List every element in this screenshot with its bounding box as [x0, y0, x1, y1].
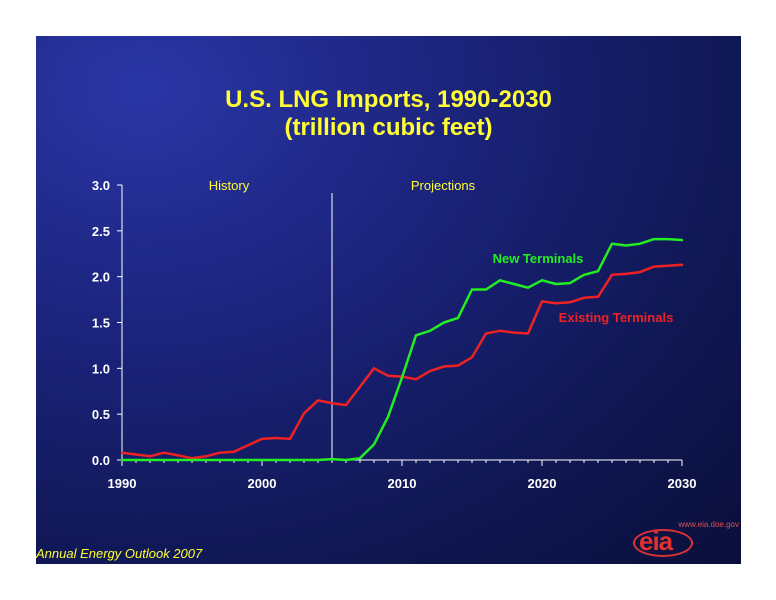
logo-text: eia: [639, 526, 673, 556]
eia-logo[interactable]: www.eia.doe.gov eia: [633, 520, 739, 558]
chart-title: U.S. LNG Imports, 1990-2030: [225, 86, 552, 113]
line-chart: 0.0 0.5 1.0 1.5 2.0 2.5 3.0 1990 2000 2010 2020 203…: [92, 178, 697, 491]
logo-oval-icon: [633, 529, 693, 557]
series-label-new-terminals: New Terminals: [493, 251, 584, 266]
logo-url[interactable]: www.eia.doe.gov: [678, 520, 739, 529]
x-tick-label: 2020: [528, 476, 557, 491]
y-tick-label: 1.0: [92, 361, 110, 376]
axes: [117, 184, 683, 466]
series-lines: [120, 237, 684, 462]
series-line-new-terminals: [120, 237, 684, 462]
x-tick-label: 2030: [668, 476, 697, 491]
y-tick-label: 0.0: [92, 453, 110, 468]
series-line-existing-terminals: [120, 263, 684, 460]
y-tick-label: 0.5: [92, 407, 110, 422]
y-tick-label: 2.0: [92, 270, 110, 285]
x-tick-label: 2000: [248, 476, 277, 491]
history-label: History: [209, 178, 250, 193]
footer-source: Annual Energy Outlook 2007: [36, 546, 203, 561]
slide: U.S. LNG Imports, 1990-2030 (trillion cu…: [36, 36, 741, 564]
x-tick-label: 1990: [108, 476, 137, 491]
y-tick-label: 3.0: [92, 178, 110, 193]
y-tick-label: 2.5: [92, 224, 110, 239]
chart-subtitle: (trillion cubic feet): [284, 114, 493, 141]
tick-labels: 0.0 0.5 1.0 1.5 2.0 2.5 3.0 1990 2000 2010 2020 203…: [92, 178, 697, 491]
y-tick-label: 1.5: [92, 316, 110, 331]
projections-label: Projections: [411, 178, 476, 193]
x-tick-label: 2010: [388, 476, 417, 491]
annotations: History Projections Existing Terminals New …: [209, 178, 674, 325]
series-label-existing-terminals: Existing Terminals: [559, 310, 674, 325]
